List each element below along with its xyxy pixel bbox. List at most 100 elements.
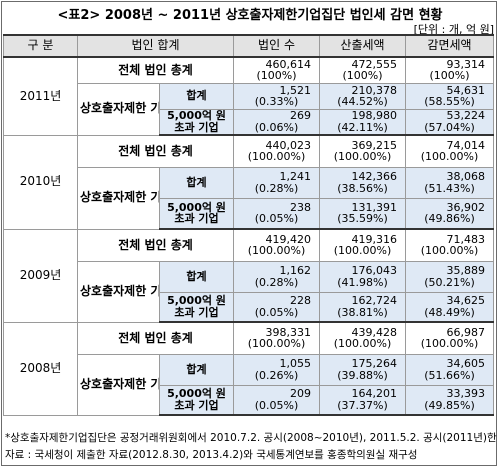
total-corp-label: 전체 법인 총계 xyxy=(76,56,235,84)
calculated-tax-cell: 210,378 (44.52%) xyxy=(319,82,407,110)
value: 1,241 xyxy=(279,170,312,183)
tax-reduction-cell: 36,902 (49.86%) xyxy=(405,197,495,230)
table-row: 5,000억 원 초과 기업 269 (0.06%) 198,980 (42.11%) 5… xyxy=(4,108,495,136)
percent: (0.33%) xyxy=(254,95,299,108)
percent: (49.85%) xyxy=(424,398,475,412)
large-corp-label: 5,000억 원 초과 기업 xyxy=(158,291,235,323)
table-row: 2011년 전체 법인 총계 460,614 (100%) 472,555 (100%) 9… xyxy=(3,56,495,136)
percent: (100.00%) xyxy=(420,244,479,258)
value: 33,393 xyxy=(446,387,486,401)
calculated-tax-cell: 176,043 (41.98%) xyxy=(319,260,407,293)
calculated-tax-cell: 439,428 (100.00%) xyxy=(319,321,407,355)
table-row: 상호출자제한 기업집단 법인합계1,241(0.28%)142,366(38.5… xyxy=(4,166,495,230)
percent: (100.00%) xyxy=(247,244,306,258)
tax-reduction-cell: 34,625 (48.49%) xyxy=(405,291,495,323)
large-corp-label: 5,000억 원 초과 기업 xyxy=(158,384,235,416)
percent: (0.28%) xyxy=(254,181,299,195)
percent: (0.05%) xyxy=(254,398,299,412)
value: 74,014 xyxy=(446,138,486,152)
corp-count-cell: 419,420 (100.00%) xyxy=(233,228,321,262)
value: 164,201 xyxy=(351,387,398,401)
tax-reduction-cell: 38,068 (51.43%) xyxy=(405,166,495,199)
tax-reduction-cell: 74,014 (100.00%) xyxy=(405,134,495,168)
value: 93,314 xyxy=(446,57,486,71)
percent: (100.00%) xyxy=(247,337,306,351)
calculated-tax-cell: 142,366 (38.56%) xyxy=(319,166,407,199)
percent: (51.43%) xyxy=(424,181,475,195)
sum-label: 합계 xyxy=(158,166,235,199)
corp-count-cell: 269 (0.06%) xyxy=(233,108,321,136)
header-row: 구 분 법인 합계 법인 수 산출세액 감면세액 xyxy=(3,34,495,58)
value: 54,631 xyxy=(446,83,486,97)
calculated-tax-cell: 198,980 (42.11%) xyxy=(319,108,407,136)
value: 210,378 xyxy=(351,83,398,97)
value: 162,724 xyxy=(351,294,398,308)
value: 460,614 xyxy=(265,57,312,71)
percent: (41.98%) xyxy=(337,275,388,289)
year-cell: 2010년 xyxy=(3,134,78,230)
value: 419,420 xyxy=(265,232,312,246)
value: 472,555 xyxy=(351,57,398,71)
total-corp-label: 전체 법인 총계 xyxy=(76,321,235,355)
percent: (100.00%) xyxy=(333,150,392,164)
calculated-tax-cell: 162,724 (38.81%) xyxy=(319,291,407,323)
value: 369,215 xyxy=(351,138,398,152)
value: 209 xyxy=(290,387,312,401)
calculated-tax-cell: 131,391 (35.59%) xyxy=(319,197,407,230)
sum-label: 합계 xyxy=(158,353,235,386)
group-corp-label: 상호출자제한 기업집단 법인 xyxy=(77,260,160,323)
table-row: 5,000억 원 초과 기업 238 (0.05%) 131,391 (35.59%) 3… xyxy=(4,197,495,230)
tax-reduction-cell: 53,224 (57.04%) xyxy=(405,108,495,136)
corp-count-cell: 1,162 (0.28%) xyxy=(233,260,321,293)
value: 176,043 xyxy=(351,264,398,277)
table-row: 5,000억 원 초과 기업 228 (0.05%) 162,724 (38.81%) 3… xyxy=(4,291,495,323)
percent: (48.49%) xyxy=(424,305,475,319)
year-cell: 2009년 xyxy=(3,228,78,323)
tax-reduction-cell: 33,393 (49.85%) xyxy=(405,384,495,416)
value: 440,023 xyxy=(265,138,312,152)
tax-reduction-table: 구 분 법인 합계 법인 수 산출세액 감면세액 2011년 전체 법인 총계 46… xyxy=(3,34,495,416)
table-title: <표2> 2008년 ~ 2011년 상호출자제한기업집단 법인세 감면 현황 xyxy=(57,8,443,23)
footnote-basis: *상호출자제한기업집단은 공정거래위원회에서 2010.7.2. 공시(2008… xyxy=(5,432,500,444)
corp-count-cell: 1,241 (0.28%) xyxy=(233,166,321,199)
table-row: 5,000억 원 초과 기업 209 (0.05%) 164,201 (37.37%) 3… xyxy=(4,384,495,416)
percent: (50.21%) xyxy=(424,275,475,289)
percent: (38.81%) xyxy=(337,305,388,319)
total-corp-label: 전체 법인 총계 xyxy=(76,134,235,168)
group-corp-label: 상호출자제한 기업집단 법인 xyxy=(77,166,160,230)
calculated-tax-cell: 175,264 (39.88%) xyxy=(319,353,407,386)
corp-count-cell: 1,521 (0.33%) xyxy=(233,82,321,110)
value: 71,483 xyxy=(446,232,486,246)
tax-reduction-cell: 54,631 (58.55%) xyxy=(405,82,495,110)
percent: (57.04%) xyxy=(424,120,475,134)
header-corp-total: 법인 합계 xyxy=(76,34,235,58)
percent: (44.52%) xyxy=(337,95,388,108)
percent: (100.00%) xyxy=(333,244,392,258)
sum-label: 합계 xyxy=(158,82,235,110)
sum-label: 합계 xyxy=(158,260,235,293)
value: 198,980 xyxy=(351,109,398,123)
value: 142,366 xyxy=(351,170,398,183)
corp-count-cell: 228 (0.05%) xyxy=(233,291,321,323)
value: 66,987 xyxy=(446,325,486,339)
percent: (38.56%) xyxy=(337,181,388,195)
percent: (37.37%) xyxy=(337,398,388,412)
percent: (0.06%) xyxy=(254,120,299,134)
large-corp-label: 5,000억 원 초과 기업 xyxy=(158,108,235,136)
percent: (0.28%) xyxy=(254,275,299,289)
calculated-tax-cell: 419,316 (100.00%) xyxy=(319,228,407,262)
value: 398,331 xyxy=(265,325,312,339)
percent: (39.88%) xyxy=(337,368,388,382)
year-cell: 2008년 xyxy=(3,321,78,416)
table-body: 2011년 전체 법인 총계 460,614 (100%) 472,555 (100%) 9… xyxy=(3,56,495,416)
table-row: 상호출자제한 기업집단 법인합계1,055(0.26%)175,264(39.8… xyxy=(4,353,495,416)
value: 419,316 xyxy=(351,232,398,246)
percent: (0.05%) xyxy=(254,305,299,319)
value: 439,428 xyxy=(351,325,398,339)
corp-count-cell: 238 (0.05%) xyxy=(233,197,321,230)
corp-count-cell: 209 (0.05%) xyxy=(233,384,321,416)
unit-label: [단위 : 개, 억 원] xyxy=(413,23,494,36)
percent: (0.26%) xyxy=(254,368,299,382)
table-row: 상호출자제한 기업집단 법인합계1,162(0.28%)176,043(41.9… xyxy=(4,260,495,323)
